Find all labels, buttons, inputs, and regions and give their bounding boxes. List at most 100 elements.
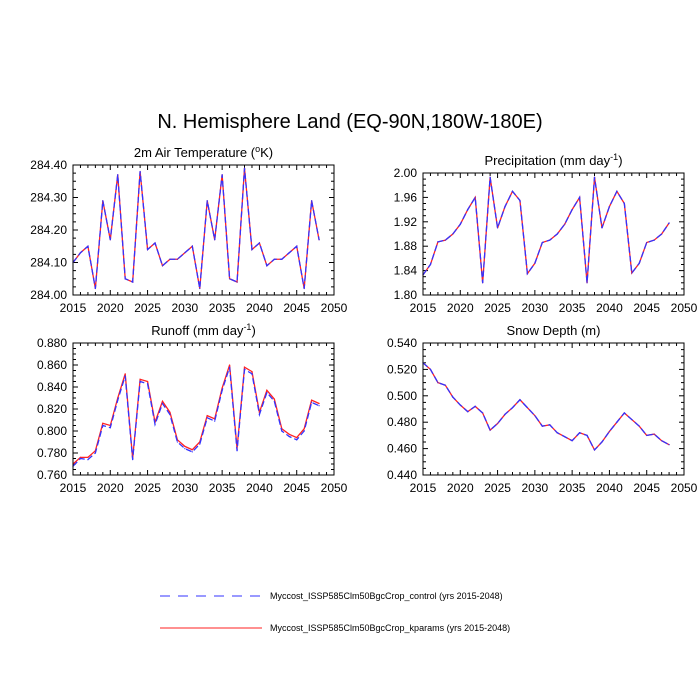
data-point-control bbox=[102, 200, 104, 202]
data-point-control bbox=[258, 413, 261, 416]
x-tick-label: 2050 bbox=[671, 481, 698, 495]
data-point-kparams bbox=[161, 400, 164, 402]
y-tick-label: 1.80 bbox=[394, 288, 418, 302]
data-point-control bbox=[296, 439, 298, 441]
data-point-control bbox=[586, 434, 588, 436]
x-tick-label: 2030 bbox=[172, 481, 199, 495]
x-tick-label: 2025 bbox=[484, 301, 511, 315]
x-tick-label: 2040 bbox=[246, 481, 273, 495]
panel-title-superscript: -1 bbox=[610, 152, 618, 162]
data-point-control bbox=[146, 248, 149, 251]
x-tick-label: 2035 bbox=[559, 481, 586, 495]
figure-title: N. Hemisphere Land (EQ-90N,180W-180E) bbox=[157, 111, 542, 133]
data-point-control bbox=[251, 248, 253, 251]
data-point-control bbox=[467, 209, 469, 211]
x-tick-label: 2020 bbox=[97, 301, 124, 315]
data-point-control bbox=[229, 278, 231, 280]
data-point-control bbox=[608, 205, 611, 208]
x-tick-label: 2025 bbox=[134, 481, 161, 495]
data-point-kparams bbox=[273, 398, 275, 400]
data-point-control bbox=[489, 176, 491, 178]
data-point-control bbox=[266, 391, 268, 394]
data-point-control bbox=[511, 407, 514, 409]
x-tick-label: 2035 bbox=[209, 301, 236, 315]
data-point-control bbox=[311, 401, 313, 403]
data-point-control bbox=[184, 448, 186, 450]
data-point-kparams bbox=[169, 411, 171, 413]
y-tick-label: 0.520 bbox=[387, 362, 417, 376]
data-point-control bbox=[452, 233, 454, 235]
data-point-control bbox=[459, 223, 461, 225]
x-tick-label: 2020 bbox=[97, 481, 124, 495]
data-point-control bbox=[94, 287, 96, 290]
x-tick-label: 2040 bbox=[596, 481, 623, 495]
y-tick-label: 0.540 bbox=[387, 336, 417, 350]
panel-title: Runoff (mm day-1) bbox=[151, 322, 256, 338]
data-point-control bbox=[191, 245, 193, 247]
data-point-control bbox=[79, 252, 82, 254]
data-point-kparams bbox=[311, 399, 313, 401]
data-point-control bbox=[251, 373, 253, 375]
y-tick-label: 284.10 bbox=[30, 256, 67, 270]
data-point-control bbox=[474, 405, 476, 407]
data-point-kparams bbox=[243, 366, 246, 368]
data-point-control bbox=[87, 459, 89, 461]
y-tick-label: 0.760 bbox=[37, 468, 67, 482]
data-point-kparams bbox=[139, 378, 141, 380]
x-tick-label: 2025 bbox=[484, 481, 511, 495]
data-point-control bbox=[117, 174, 119, 176]
data-point-control bbox=[623, 202, 625, 205]
x-tick-label: 2020 bbox=[447, 481, 474, 495]
data-point-control bbox=[437, 382, 439, 384]
data-point-control bbox=[311, 200, 313, 202]
y-tick-label: 0.500 bbox=[387, 389, 417, 403]
data-point-control bbox=[549, 239, 551, 241]
y-tick-label: 0.780 bbox=[37, 446, 67, 460]
data-point-control bbox=[668, 444, 670, 446]
data-point-control bbox=[199, 287, 201, 290]
data-point-control bbox=[579, 196, 581, 198]
data-point-control bbox=[243, 167, 246, 169]
data-point-control bbox=[169, 413, 171, 416]
data-point-control bbox=[109, 239, 111, 241]
chart-panel-3: Runoff (mm day-1) 2015 2020 2025 2030 2035 204… bbox=[37, 322, 348, 495]
series-line-control bbox=[72, 168, 320, 289]
data-point-control bbox=[214, 420, 216, 422]
data-point-control bbox=[452, 396, 454, 398]
data-point-control bbox=[139, 170, 141, 173]
data-point-control bbox=[504, 413, 506, 415]
data-point-control bbox=[489, 429, 491, 431]
y-tick-label: 0.840 bbox=[37, 380, 67, 394]
x-tick-label: 2050 bbox=[671, 301, 698, 315]
data-point-control bbox=[87, 245, 89, 247]
x-tick-label: 2035 bbox=[209, 481, 236, 495]
series-line-kparams bbox=[422, 177, 670, 283]
data-point-control bbox=[161, 402, 164, 405]
data-point-control bbox=[504, 205, 506, 208]
data-point-control bbox=[318, 239, 320, 241]
data-point-control bbox=[258, 242, 261, 244]
data-point-control bbox=[281, 430, 283, 432]
data-point-control bbox=[653, 433, 655, 435]
plot-frame bbox=[72, 164, 335, 296]
panel-title-superscript: -1 bbox=[243, 322, 251, 332]
data-point-control bbox=[459, 404, 461, 406]
data-point-control bbox=[191, 451, 193, 453]
data-point-control bbox=[608, 430, 611, 433]
data-point-kparams bbox=[191, 449, 193, 451]
data-point-control bbox=[303, 430, 305, 432]
x-tick-label: 2015 bbox=[60, 481, 87, 495]
y-tick-label: 0.440 bbox=[387, 468, 417, 482]
y-tick-label: 284.20 bbox=[30, 223, 67, 237]
data-point-control bbox=[519, 199, 521, 202]
data-point-control bbox=[496, 227, 499, 229]
x-tick-label: 2040 bbox=[246, 301, 273, 315]
data-point-control bbox=[273, 400, 275, 402]
data-point-kparams bbox=[124, 373, 126, 375]
data-point-control bbox=[482, 412, 484, 414]
data-point-control bbox=[601, 227, 603, 229]
y-tick-label: 1.84 bbox=[394, 264, 418, 278]
data-point-control bbox=[616, 421, 618, 423]
data-point-control bbox=[102, 424, 104, 427]
data-point-control bbox=[184, 252, 186, 254]
